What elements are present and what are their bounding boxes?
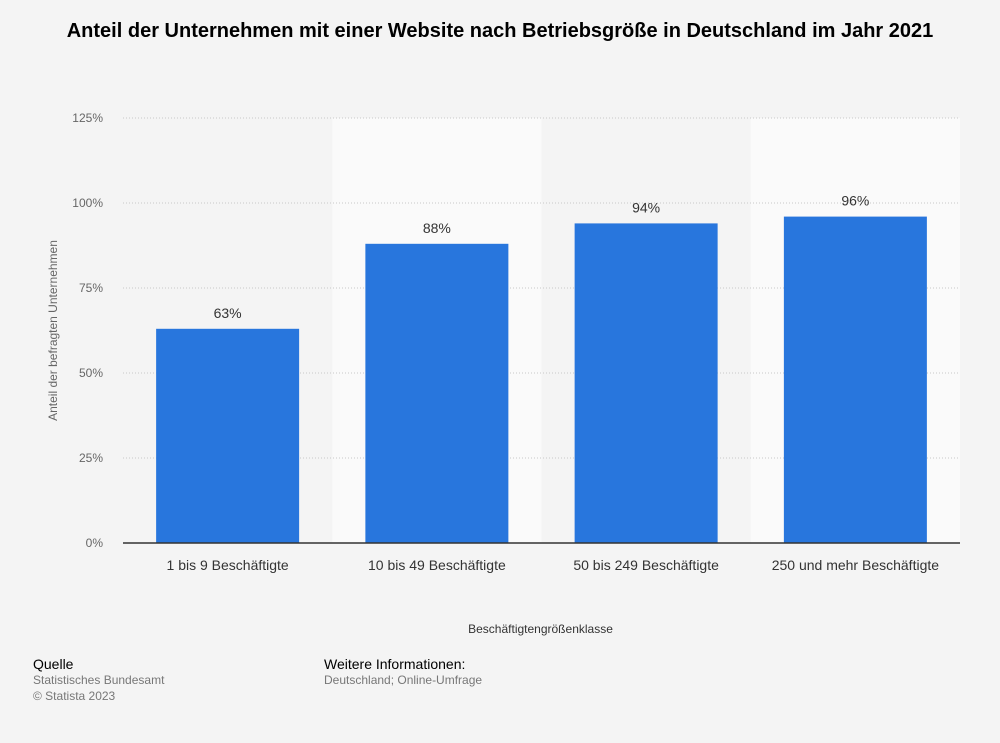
- bar: [365, 243, 509, 544]
- bar: [574, 223, 718, 543]
- source-line: Statistisches Bundesamt: [33, 673, 165, 687]
- info-heading: Weitere Informationen:: [324, 656, 466, 672]
- data-label: 96%: [841, 193, 869, 209]
- info-block: Weitere Informationen: Deutschland; Onli…: [324, 656, 482, 688]
- data-label: 94%: [632, 199, 660, 215]
- x-axis-ticks: 1 bis 9 Beschäftigte 10 bis 49 Beschäftig…: [167, 557, 940, 573]
- x-tick-label: 1 bis 9 Beschäftigte: [167, 557, 289, 573]
- data-label: 88%: [423, 220, 451, 236]
- x-tick-label: 50 bis 249 Beschäftigte: [573, 557, 719, 573]
- y-tick-label: 0%: [86, 536, 104, 550]
- bars: [156, 216, 927, 544]
- source-block: Quelle Statistisches Bundesamt © Statist…: [33, 656, 164, 704]
- data-labels: 63% 88% 94% 96%: [214, 193, 870, 321]
- y-axis-label: Anteil der befragten Unternehmen: [46, 240, 60, 421]
- y-tick-label: 25%: [79, 451, 103, 465]
- y-tick-label: 100%: [72, 196, 103, 210]
- x-axis-label: Beschäftigtengrößenklasse: [468, 622, 613, 636]
- info-line: Deutschland; Online-Umfrage: [324, 673, 483, 687]
- y-tick-label: 75%: [79, 281, 103, 295]
- chart-title: Anteil der Unternehmen mit einer Website…: [66, 20, 934, 42]
- source-heading: Quelle: [33, 656, 74, 672]
- bar: [156, 328, 300, 543]
- copyright-line: © Statista 2023: [33, 689, 116, 703]
- y-tick-label: 50%: [79, 366, 103, 380]
- x-tick-label: 250 und mehr Beschäftigte: [772, 557, 940, 573]
- x-tick-label: 10 bis 49 Beschäftigte: [368, 557, 506, 573]
- bar: [783, 216, 927, 543]
- y-axis-ticks: 0% 25% 50% 75% 100% 125%: [72, 111, 103, 550]
- data-label: 63%: [214, 305, 242, 321]
- y-tick-label: 125%: [72, 111, 103, 125]
